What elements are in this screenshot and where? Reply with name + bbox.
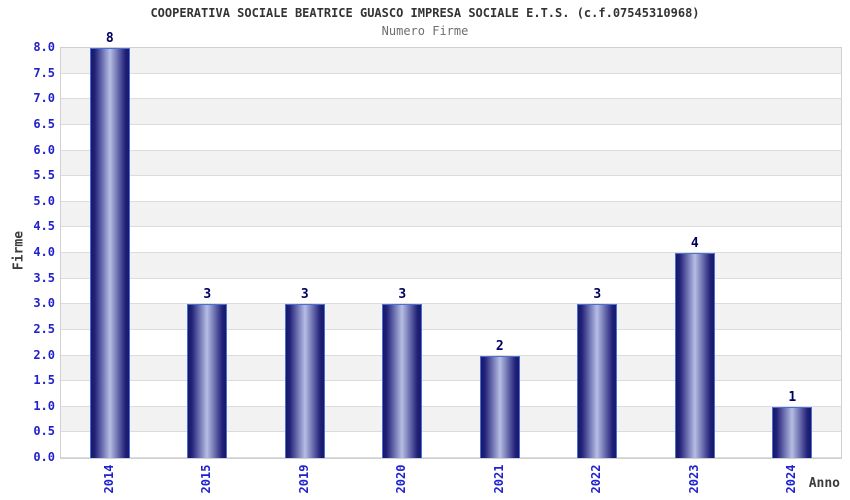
x-tick-label: 2015 xyxy=(199,464,214,494)
plot-band xyxy=(61,150,841,177)
plot-band xyxy=(61,124,841,151)
plot-band xyxy=(61,253,841,279)
plot-band xyxy=(61,48,841,74)
bar-2019 xyxy=(284,304,325,458)
bar-2024 xyxy=(772,406,813,458)
chart-subtitle: Numero Firme xyxy=(381,24,469,38)
y-tick-label: 3.0 xyxy=(33,296,55,311)
bar-2020 xyxy=(382,304,423,458)
bar-value-label: 3 xyxy=(203,287,212,303)
bar-2023 xyxy=(674,253,715,458)
y-axis-title: Firme xyxy=(11,230,27,271)
y-tick-label: 6.5 xyxy=(33,116,55,131)
x-tick-label: 2020 xyxy=(394,464,409,494)
bar-value-label: 4 xyxy=(690,236,699,251)
plot-band xyxy=(61,406,841,433)
x-tick-label: 2014 xyxy=(101,464,116,494)
y-tick-label: 1.0 xyxy=(33,398,55,413)
y-tick-label: 5.0 xyxy=(33,193,55,208)
bar-2021 xyxy=(479,355,520,458)
plot-band xyxy=(61,329,841,356)
bar-2022 xyxy=(577,304,618,458)
plot-band xyxy=(61,73,841,100)
y-tick-label: 7.5 xyxy=(33,65,55,80)
y-tick-label: 5.5 xyxy=(33,168,55,183)
y-tick-label: 1.5 xyxy=(33,373,55,388)
x-tick-label: 2021 xyxy=(491,464,506,494)
plot-band xyxy=(61,381,841,407)
plot-band xyxy=(61,355,841,382)
plot-band xyxy=(61,304,841,330)
bar-value-label: 3 xyxy=(398,287,407,303)
y-tick-label: 3.5 xyxy=(33,270,55,285)
plot-band xyxy=(61,227,841,253)
bar-value-label: 2 xyxy=(495,338,504,354)
x-tick-label: 2023 xyxy=(686,464,701,494)
y-tick-label: 0.0 xyxy=(33,450,55,464)
bar-value-label: 3 xyxy=(593,287,602,303)
bar-value-label: 1 xyxy=(788,389,797,405)
bar-2015 xyxy=(187,304,228,458)
y-tick-label: 8.0 xyxy=(33,40,55,54)
bar-value-label: 8 xyxy=(105,31,114,46)
chart-title: COOPERATIVA SOCIALE BEATRICE GUASCO IMPR… xyxy=(150,6,700,20)
y-tick-label: 2.5 xyxy=(33,321,55,336)
y-tick-label: 0.5 xyxy=(33,424,55,439)
x-axis-title: Anno xyxy=(808,476,840,491)
x-tick-label: 2024 xyxy=(784,464,799,494)
plot-area: 8 3 3 3 2 3 4 1 xyxy=(60,31,842,459)
plot-band xyxy=(61,278,841,305)
plot-band xyxy=(61,432,841,458)
x-tick-label: 2022 xyxy=(589,464,604,494)
y-tick-label: 6.0 xyxy=(33,142,55,157)
plot-band xyxy=(61,99,841,125)
x-tick-label: 2019 xyxy=(296,464,311,494)
bar-value-label: 3 xyxy=(300,287,309,303)
y-tick-label: 2.0 xyxy=(33,347,55,362)
bar-2014 xyxy=(89,48,130,458)
plot-band xyxy=(61,176,841,202)
y-tick-label: 7.0 xyxy=(33,91,55,106)
y-tick-label: 4.5 xyxy=(33,219,55,234)
y-tick-label: 4.0 xyxy=(33,245,55,259)
plot-band xyxy=(61,201,841,228)
